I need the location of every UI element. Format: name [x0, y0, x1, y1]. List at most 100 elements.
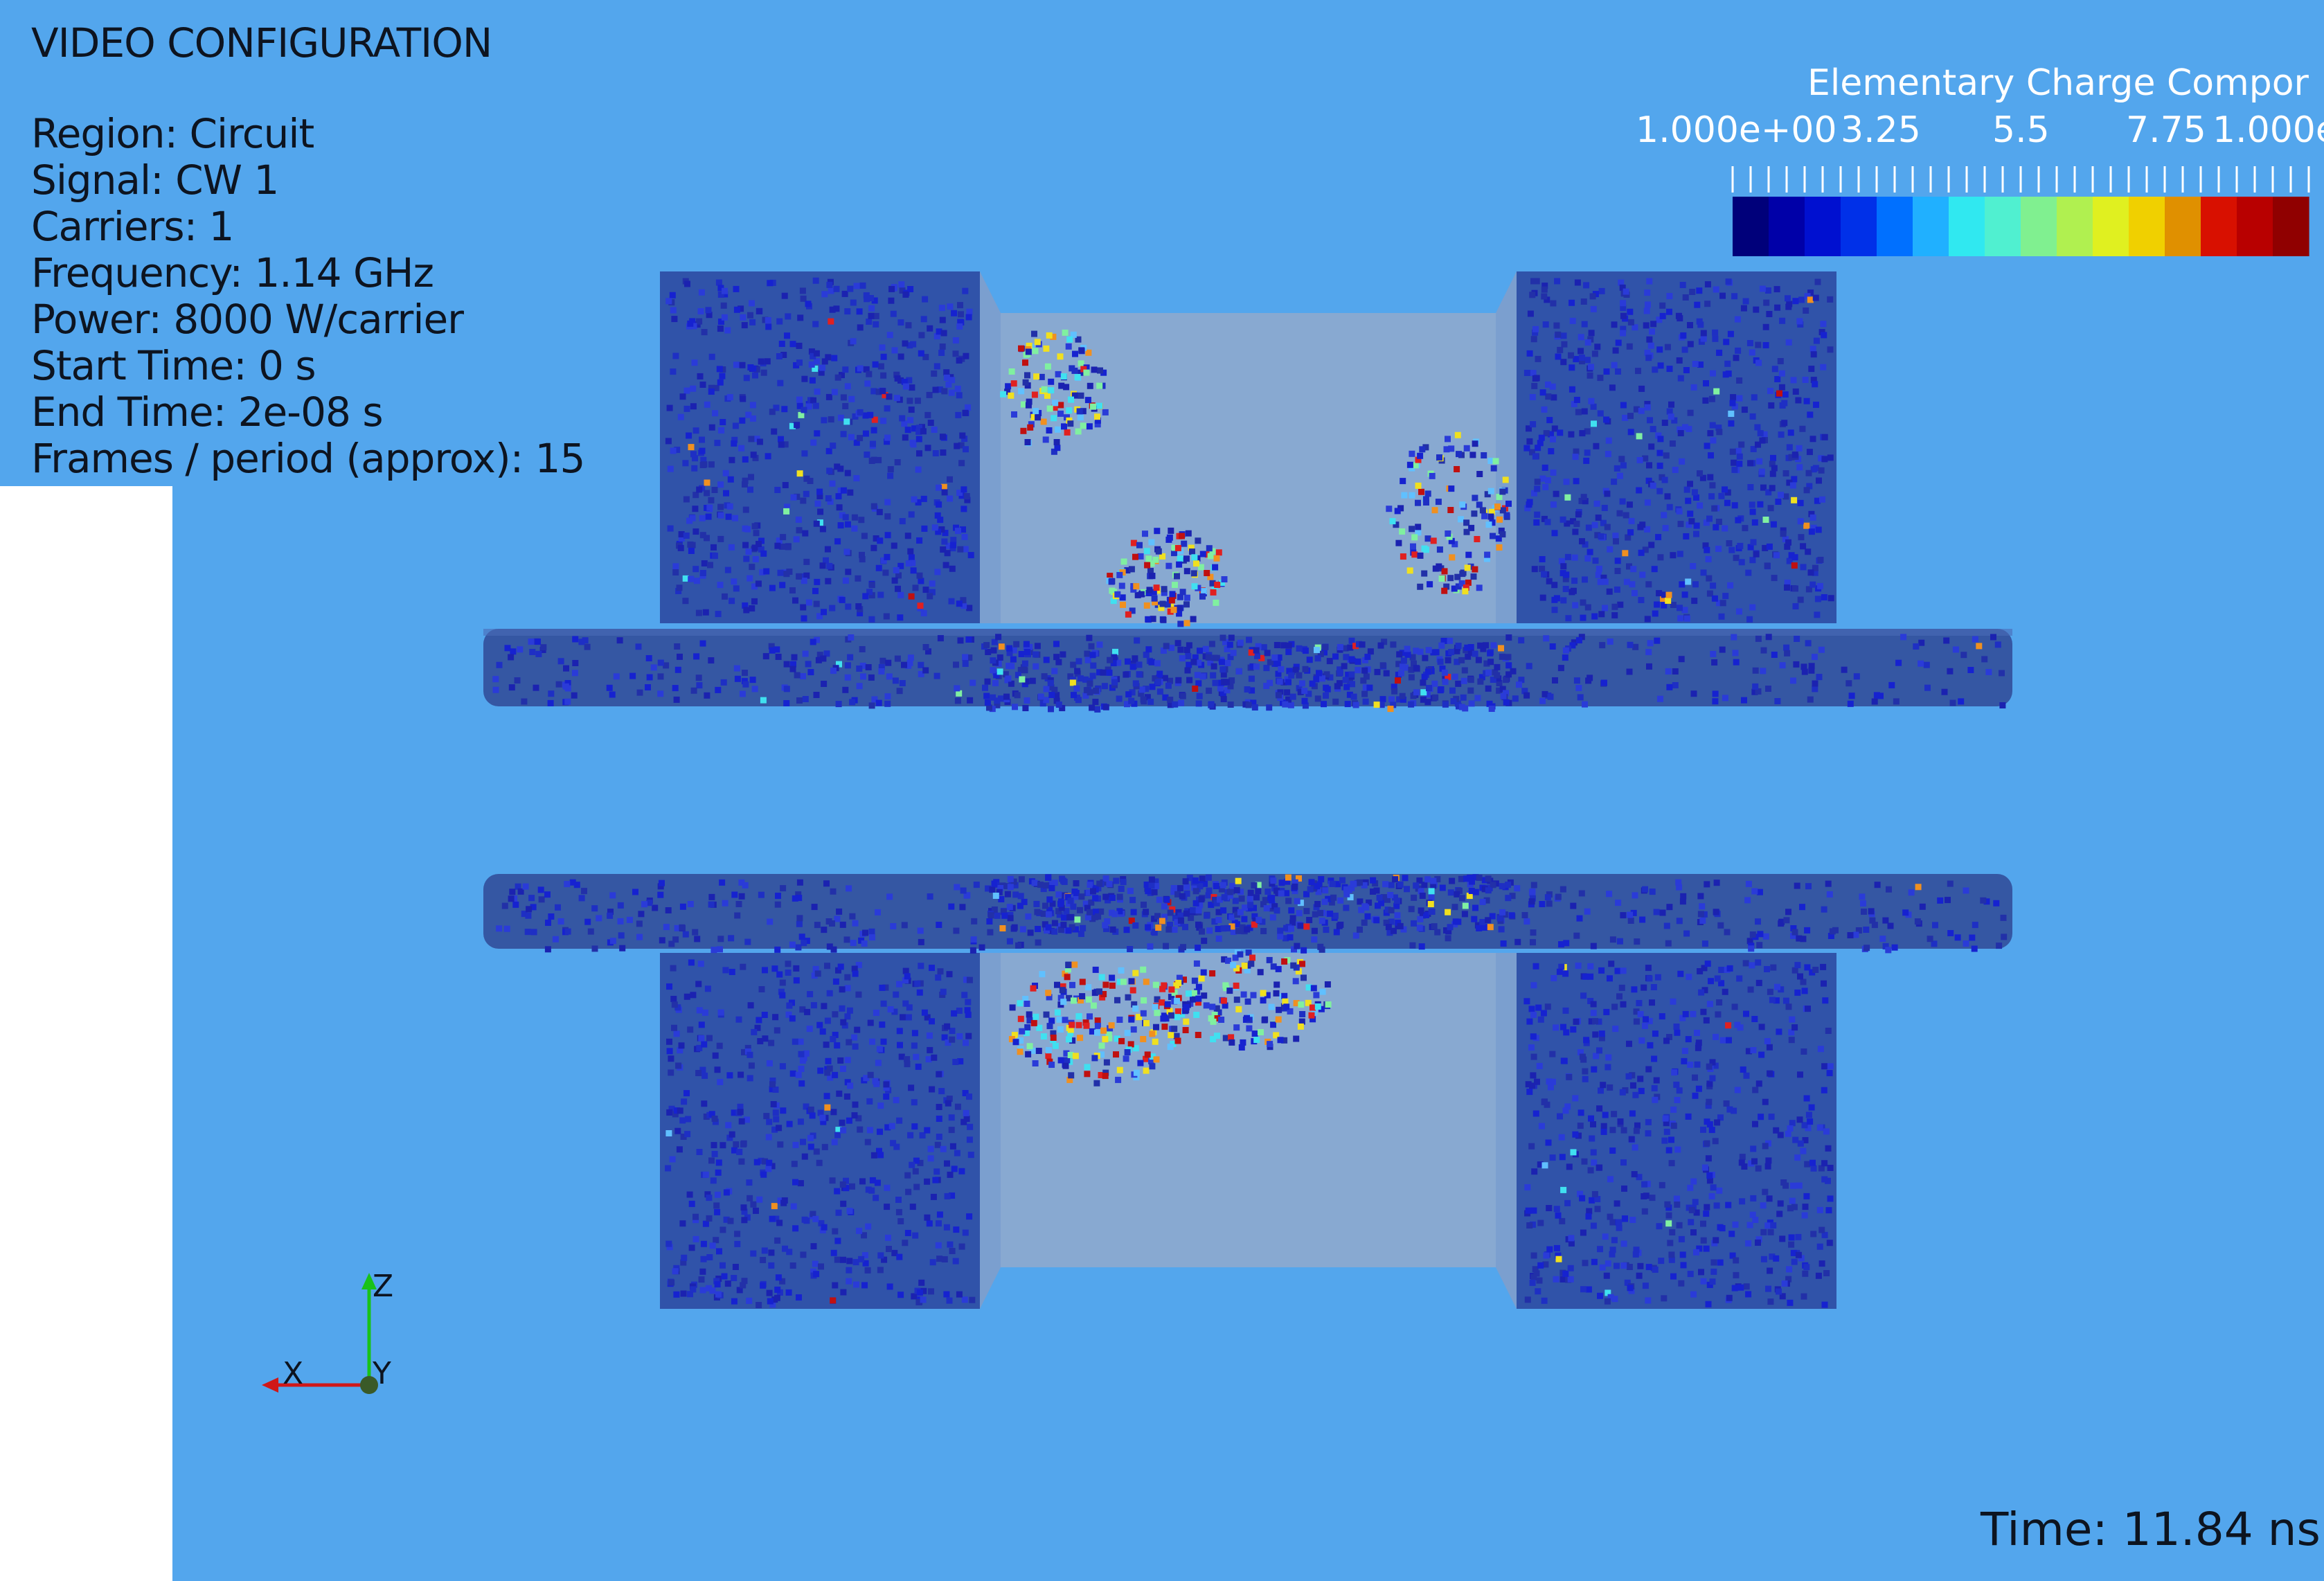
particle [1302, 702, 1309, 709]
particle [1075, 1021, 1082, 1028]
particle [846, 1117, 852, 1124]
particle [1614, 1262, 1620, 1269]
particle [960, 526, 966, 533]
particle [1393, 521, 1400, 528]
particle [897, 614, 904, 621]
particle [1815, 526, 1822, 533]
particle [1592, 1018, 1598, 1025]
particle [1656, 1223, 1663, 1230]
particle [1134, 591, 1141, 598]
particle [1614, 568, 1621, 574]
particle [1744, 897, 1751, 904]
particle [868, 592, 875, 599]
particle [1043, 656, 1050, 663]
particle [1101, 683, 1108, 690]
particle [1607, 1294, 1614, 1301]
particle [1221, 576, 1228, 582]
particle [673, 1291, 680, 1298]
particle [852, 970, 859, 977]
particle [717, 325, 724, 332]
particle [1285, 874, 1291, 881]
particle [804, 1008, 811, 1015]
particle [1608, 961, 1615, 967]
particle [1663, 1037, 1670, 1044]
particle [1688, 518, 1695, 525]
particle [704, 401, 710, 408]
particle [1596, 1105, 1603, 1112]
particle [1090, 1002, 1097, 1009]
particle [998, 896, 1005, 902]
particle [1054, 1009, 1061, 1016]
particle [1778, 920, 1785, 927]
particle [731, 1109, 738, 1116]
particle [962, 1229, 969, 1236]
particle [1400, 553, 1406, 560]
particle [811, 904, 818, 911]
particle [684, 280, 690, 287]
particle [1750, 1195, 1757, 1202]
particle [1825, 1028, 1832, 1034]
particle [1591, 350, 1598, 357]
colorbar-swatch [2273, 197, 2309, 256]
particle [786, 569, 793, 575]
particle [1645, 1066, 1652, 1073]
particle [705, 307, 712, 314]
particle [871, 297, 878, 304]
particle [1285, 642, 1292, 649]
particle [1505, 654, 1512, 661]
particle [1674, 1202, 1681, 1208]
particle [769, 584, 776, 591]
particle [825, 578, 832, 584]
particle [1785, 909, 1791, 915]
particle [672, 1111, 679, 1118]
particle [1714, 1119, 1721, 1126]
particle [929, 1018, 935, 1025]
particle [1536, 1277, 1543, 1284]
particle [1257, 969, 1264, 976]
particle [1692, 1199, 1699, 1206]
particle [679, 924, 686, 931]
particle [1007, 915, 1014, 922]
particle [754, 1024, 761, 1031]
particle [1559, 516, 1566, 523]
particle [1209, 580, 1216, 587]
particle [1814, 596, 1821, 602]
particle [811, 972, 818, 979]
particle [1241, 915, 1248, 922]
particle [1503, 512, 1510, 519]
particle [1408, 701, 1415, 708]
particle [1413, 665, 1420, 672]
particle [1567, 1265, 1574, 1271]
particle [1821, 980, 1827, 987]
particle [1060, 983, 1066, 990]
particle [1913, 643, 1920, 650]
particle [1107, 656, 1114, 663]
particle [1302, 647, 1309, 654]
particle [1785, 539, 1791, 546]
particle [727, 476, 734, 483]
particle [869, 1177, 876, 1183]
particle [1485, 685, 1492, 692]
particle [1667, 1240, 1674, 1247]
particle [1582, 973, 1589, 980]
particle [1652, 1030, 1659, 1037]
particle [738, 1071, 744, 1078]
particle [948, 1114, 955, 1121]
particle [1094, 417, 1101, 424]
particle [833, 285, 840, 292]
particle [1693, 1209, 1700, 1216]
particle [1598, 967, 1605, 974]
particle [1419, 893, 1426, 899]
particle [1736, 461, 1743, 467]
particle [1860, 900, 1866, 907]
particle [1046, 911, 1052, 918]
particle [1280, 642, 1287, 649]
particle [758, 358, 765, 365]
particle [1807, 1118, 1814, 1125]
particle [1690, 690, 1697, 697]
particle [789, 1262, 796, 1269]
particle [1661, 512, 1668, 519]
particle [1564, 1103, 1571, 1110]
particle [1505, 671, 1512, 678]
